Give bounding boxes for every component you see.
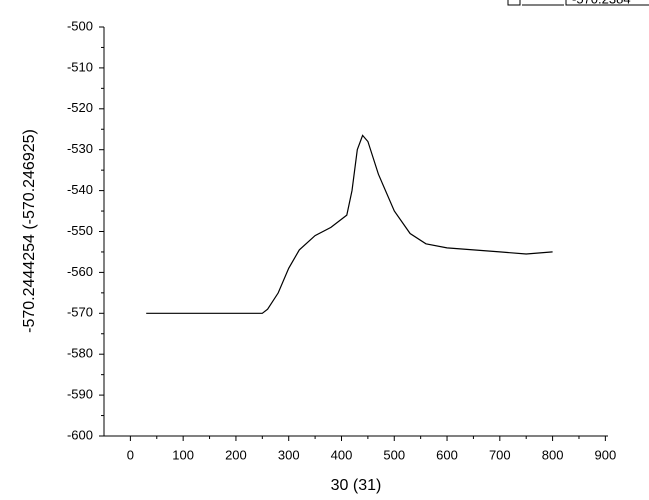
y-tick-label: -550 (67, 223, 93, 238)
x-tick-label: 0 (127, 447, 134, 462)
y-tick-label: -520 (67, 100, 93, 115)
x-tick-label: 800 (542, 447, 564, 462)
x-tick-label: 500 (383, 447, 405, 462)
x-tick-label: 600 (436, 447, 458, 462)
y-tick-label: -510 (67, 59, 93, 74)
y-tick-label: -570 (67, 305, 93, 320)
y-tick-label: -600 (67, 427, 93, 442)
x-tick-label: 200 (225, 447, 247, 462)
legend-box (507, 0, 521, 6)
x-tick-label: 300 (278, 447, 300, 462)
y-tick-label: -530 (67, 141, 93, 156)
y-tick-label: -580 (67, 346, 93, 361)
y-tick-label: -590 (67, 387, 93, 402)
y-axis-title: -570.2444254 (-570.246925) (21, 129, 38, 333)
legend-label: -570.2384 (572, 0, 631, 6)
x-tick-label: 900 (595, 447, 617, 462)
legend-text-box (565, 0, 649, 6)
data-line (146, 134, 553, 314)
x-tick-label: 700 (489, 447, 511, 462)
y-tick-label: -500 (67, 18, 93, 33)
y-tick-label: -540 (67, 182, 93, 197)
x-tick-label: 100 (172, 447, 194, 462)
legend (507, 0, 649, 6)
x-tick-label: 400 (331, 447, 353, 462)
x-axis-title: 30 (31) (331, 477, 382, 494)
y-tick-label: -560 (67, 264, 93, 279)
